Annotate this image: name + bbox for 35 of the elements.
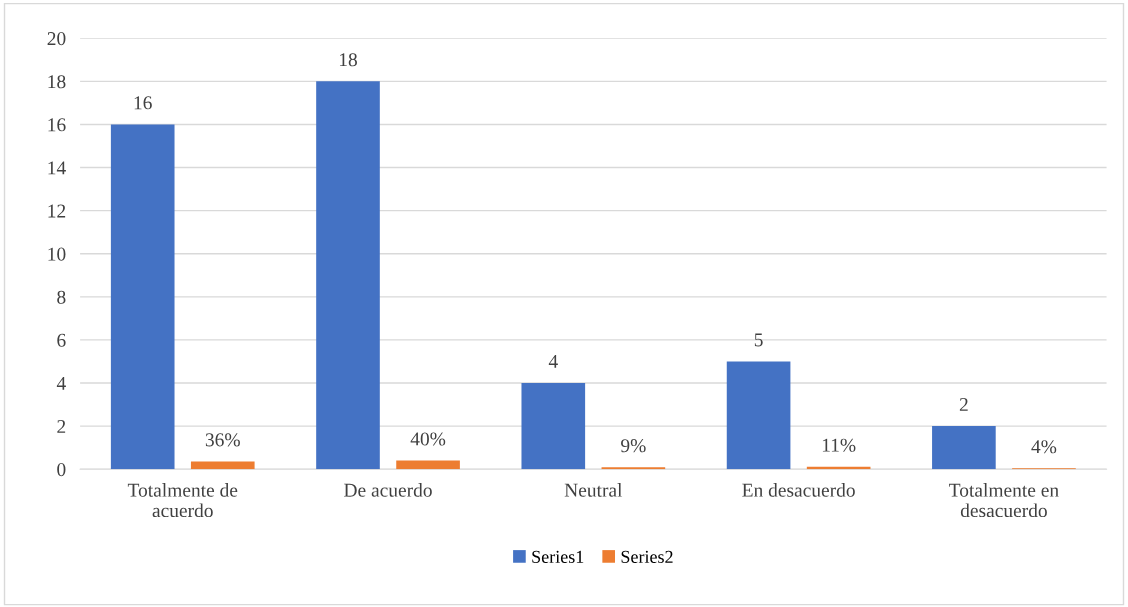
legend-label: Series2 [621, 550, 673, 563]
data-label: 36% [205, 433, 240, 447]
legend-label: Series1 [532, 550, 584, 563]
y-tick-label: 16 [48, 118, 66, 132]
data-label: 4 [548, 354, 558, 368]
data-label: 16 [134, 96, 152, 110]
data-label: 4% [1031, 440, 1057, 454]
x-tick-label: En desacuerdo [742, 483, 855, 497]
y-tick-label: 20 [47, 32, 66, 46]
bar [110, 124, 175, 470]
bar [316, 81, 380, 470]
y-tick-label: 6 [57, 333, 66, 347]
y-tick-label: 10 [48, 247, 66, 261]
x-tick-label: Neutral [564, 483, 623, 497]
y-tick-label: 12 [48, 204, 66, 218]
data-label: 11% [822, 438, 856, 452]
bar [726, 361, 791, 470]
data-label: 18 [339, 53, 357, 67]
y-tick-label: 2 [57, 419, 66, 433]
x-tick-label: Totalmente de acuerdo [127, 483, 238, 518]
y-tick-label: 8 [57, 290, 66, 304]
x-tick-label: De acuerdo [344, 483, 432, 497]
bar [190, 461, 255, 470]
bar [521, 383, 586, 470]
data-label: 9% [621, 439, 646, 453]
data-label: 40% [410, 432, 446, 446]
bar [396, 460, 460, 470]
data-label: 5 [754, 333, 763, 347]
bar [932, 426, 996, 470]
data-label: 2 [959, 397, 968, 411]
y-tick-label: 0 [57, 463, 66, 477]
y-tick-label: 18 [48, 75, 66, 89]
y-tick-label: 14 [48, 161, 66, 175]
y-tick-label: 4 [56, 376, 66, 390]
x-tick-label: Totalmente en desacuerdo [949, 483, 1059, 518]
